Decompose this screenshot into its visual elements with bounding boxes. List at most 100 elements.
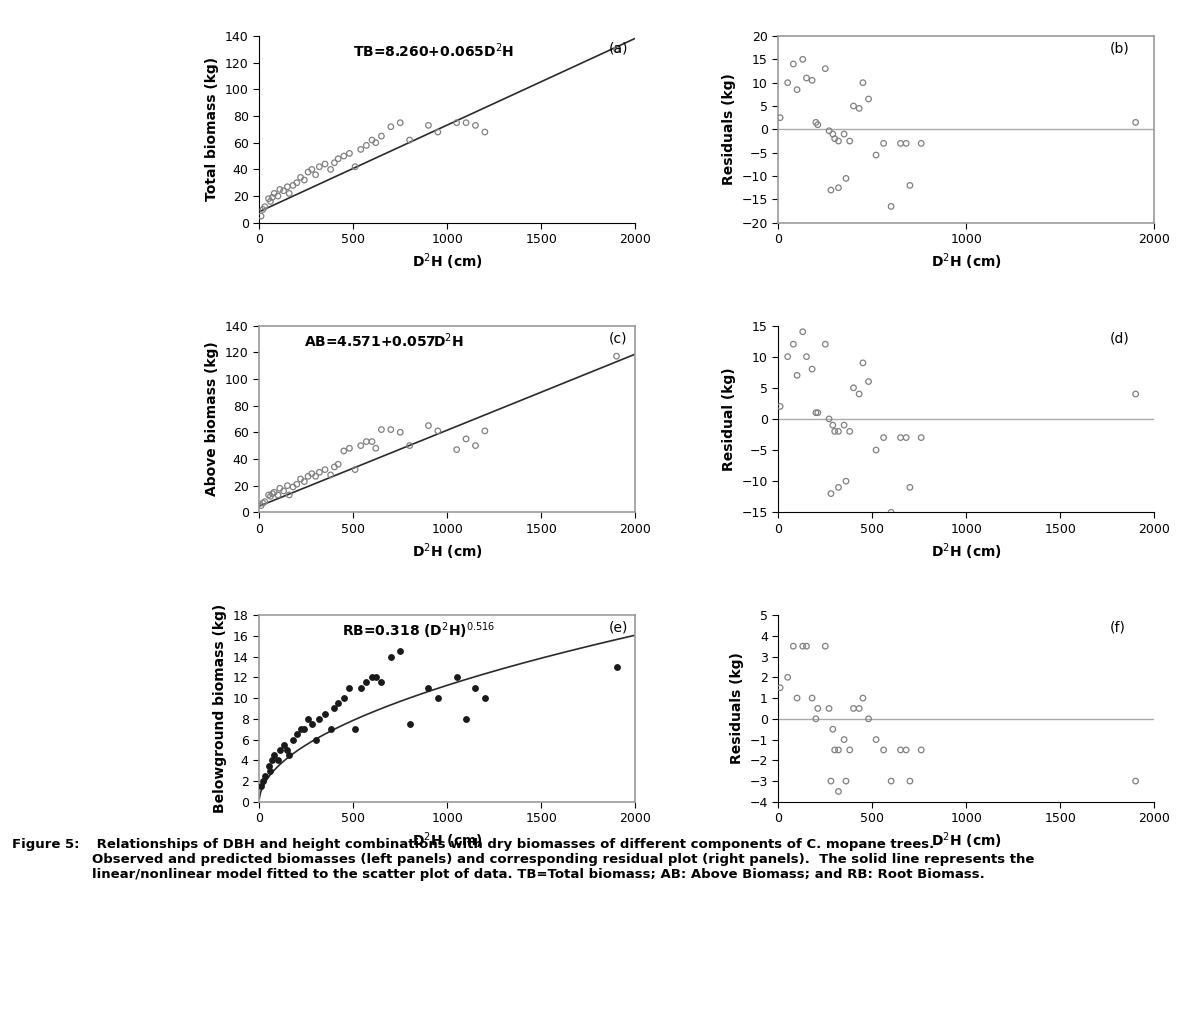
Point [252,778,271,795]
Point [287,476,306,492]
Point [466,680,485,696]
Point [448,114,466,131]
Point [457,114,476,131]
Point [802,72,821,88]
Point [788,81,807,98]
Point [291,721,310,737]
Point [363,669,382,686]
X-axis label: D$^2$H (cm): D$^2$H (cm) [412,252,483,272]
Point [1126,114,1145,131]
Point [303,466,322,482]
Point [329,456,348,473]
Point [448,441,466,457]
Text: Figure 5:: Figure 5: [12,838,79,851]
Point [303,161,322,178]
Point [845,379,863,396]
Text: RB=0.318 (D$^2$H)$^{0.516}$: RB=0.318 (D$^2$H)$^{0.516}$ [342,621,495,641]
Point [867,731,886,747]
Point [798,638,816,655]
Text: AB=4.571+0.057D$^2$H: AB=4.571+0.057D$^2$H [304,331,464,350]
Point [829,742,848,759]
Text: (e): (e) [609,621,628,634]
Point [284,177,303,193]
Point [845,98,863,114]
Point [274,736,293,752]
Point [891,430,909,446]
Point [401,132,419,148]
Point [316,462,335,478]
Point [316,156,335,173]
Point [829,479,848,495]
Point [372,421,391,438]
Point [849,100,868,116]
Point [783,56,802,72]
Point [1126,773,1145,790]
Point [826,424,845,440]
Y-axis label: Belowground biomass (kg): Belowground biomass (kg) [213,603,227,813]
Y-axis label: Residuals (kg): Residuals (kg) [722,73,736,185]
Text: (a): (a) [609,41,629,56]
Point [382,118,401,135]
Point [310,158,329,175]
Point [401,437,419,453]
Text: TB=8.260+0.065D$^2$H: TB=8.260+0.065D$^2$H [353,41,515,61]
Point [259,758,278,774]
Point [476,423,495,439]
Point [340,680,359,696]
Point [912,135,931,151]
X-axis label: D$^2$H (cm): D$^2$H (cm) [412,831,483,851]
Point [770,680,789,696]
Point [265,185,284,201]
Point [793,51,812,68]
Point [798,70,816,86]
Point [891,135,909,151]
Point [363,434,382,450]
Point [816,336,835,353]
Point [340,145,359,161]
Y-axis label: Residuals (kg): Residuals (kg) [730,653,744,765]
Point [912,430,931,446]
Point [881,504,900,520]
Point [322,721,340,737]
Point [325,154,344,171]
Point [265,484,284,501]
Point [263,752,282,769]
Point [429,123,448,140]
Point [316,705,335,722]
Point [294,474,313,490]
Text: (c): (c) [609,331,628,345]
Point [808,700,827,717]
Point [840,742,859,759]
Point [783,638,802,655]
Point [291,471,310,487]
Point [874,135,893,151]
Point [820,411,839,428]
Point [835,417,854,434]
Point [826,131,845,147]
Point [881,773,900,790]
Point [299,710,318,727]
Point [820,122,839,139]
Point [457,710,476,727]
Point [284,731,303,747]
Text: (d): (d) [1110,331,1129,345]
Point [448,669,466,686]
Point [306,167,325,183]
Point [271,480,290,497]
Point [867,442,886,458]
Point [278,477,297,493]
Point [896,430,915,446]
Point [262,193,280,210]
Point [859,373,878,390]
Point [849,386,868,402]
Point [253,494,272,511]
Point [274,483,293,500]
Point [429,423,448,439]
Point [793,638,812,655]
Point [335,443,353,460]
Point [840,424,859,440]
Point [896,742,915,759]
Point [252,208,271,224]
Point [829,180,848,196]
Point [807,710,826,727]
